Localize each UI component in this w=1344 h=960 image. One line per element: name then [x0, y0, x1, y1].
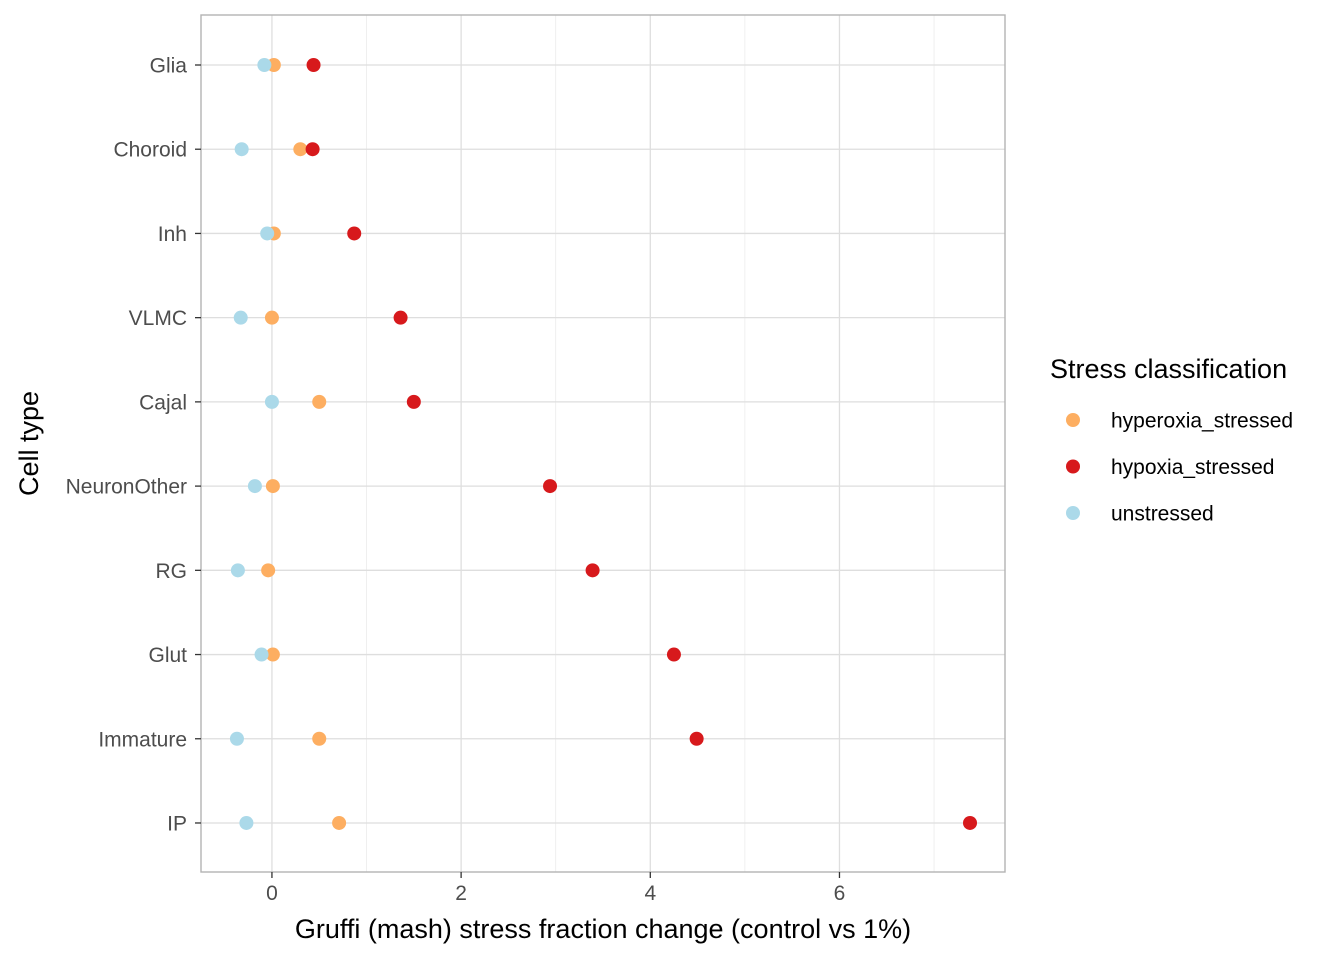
legend-title: Stress classification — [1050, 354, 1287, 384]
point-hyperoxia_stressed-immature — [312, 731, 327, 746]
point-hypoxia_stressed-glia — [306, 58, 321, 72]
x-tick-label: 2 — [455, 882, 467, 905]
legend-key-unstressed — [1066, 506, 1080, 520]
panel-border — [200, 14, 1006, 873]
point-hypoxia_stressed-glut — [666, 647, 681, 662]
point-unstressed-cajal — [264, 394, 279, 409]
point-hypoxia_stressed-inh — [347, 226, 362, 241]
legend-label-hypoxia_stressed: hypoxia_stressed — [1111, 456, 1274, 479]
x-tick-label: 4 — [644, 882, 656, 905]
y-axis: Glia Choroid Inh VLMC Cajal NeuronOther RG Glut… — [66, 55, 201, 835]
y-tick-label: IP — [167, 812, 187, 835]
data-points — [229, 58, 978, 830]
point-unstressed-choroid — [234, 142, 249, 157]
point-hyperoxia_stressed-neuronother — [265, 479, 280, 494]
point-hypoxia_stressed-rg — [585, 563, 600, 578]
x-tick-label: 0 — [266, 882, 278, 905]
y-tick-label: Cajal — [139, 391, 187, 414]
x-axis: 0 2 4 6 — [266, 872, 845, 905]
y-tick-label: Immature — [98, 728, 187, 751]
major-gridlines — [201, 15, 1005, 872]
point-hypoxia_stressed-choroid — [305, 142, 320, 157]
y-tick-label: Inh — [158, 223, 187, 246]
x-axis-title: Gruffi (mash) stress fraction change (co… — [295, 914, 911, 944]
point-hyperoxia_stressed-ip — [332, 815, 347, 830]
point-unstressed-glia — [257, 58, 272, 72]
point-unstressed-ip — [239, 815, 254, 830]
legend-key-hyperoxia_stressed — [1066, 413, 1080, 427]
point-hyperoxia_stressed-rg — [261, 563, 276, 578]
legend-key-hypoxia_stressed — [1066, 459, 1080, 474]
legend-label-hyperoxia_stressed: hyperoxia_stressed — [1111, 410, 1293, 433]
point-hypoxia_stressed-neuronother — [543, 479, 558, 494]
point-unstressed-rg — [230, 563, 245, 578]
point-unstressed-glut — [254, 647, 269, 662]
point-hypoxia_stressed-vlmc — [393, 310, 408, 325]
y-axis-title: Cell type — [14, 391, 44, 496]
point-hyperoxia_stressed-cajal — [312, 394, 327, 409]
y-tick-label: RG — [156, 560, 188, 583]
point-hyperoxia_stressed-choroid — [293, 142, 308, 157]
point-hypoxia_stressed-cajal — [406, 394, 421, 409]
legend: Stress classification hyperoxia_stressed… — [1050, 354, 1293, 526]
y-tick-label: Choroid — [113, 139, 187, 162]
minor-gridlines — [366, 15, 935, 872]
y-tick-label: VLMC — [129, 307, 187, 330]
point-unstressed-immature — [229, 731, 244, 746]
point-hyperoxia_stressed-glut — [265, 647, 280, 662]
point-hyperoxia_stressed-vlmc — [264, 310, 279, 325]
legend-label-unstressed: unstressed — [1111, 503, 1214, 526]
y-tick-label: Glia — [150, 55, 188, 78]
point-hypoxia_stressed-immature — [689, 731, 704, 746]
y-tick-label: NeuronOther — [66, 476, 187, 499]
y-tick-label: Glut — [148, 644, 187, 667]
point-unstressed-neuronother — [247, 479, 262, 494]
point-hypoxia_stressed-ip — [963, 815, 978, 830]
point-unstressed-vlmc — [233, 310, 248, 325]
point-unstressed-inh — [260, 226, 275, 241]
x-tick-label: 6 — [834, 882, 846, 905]
